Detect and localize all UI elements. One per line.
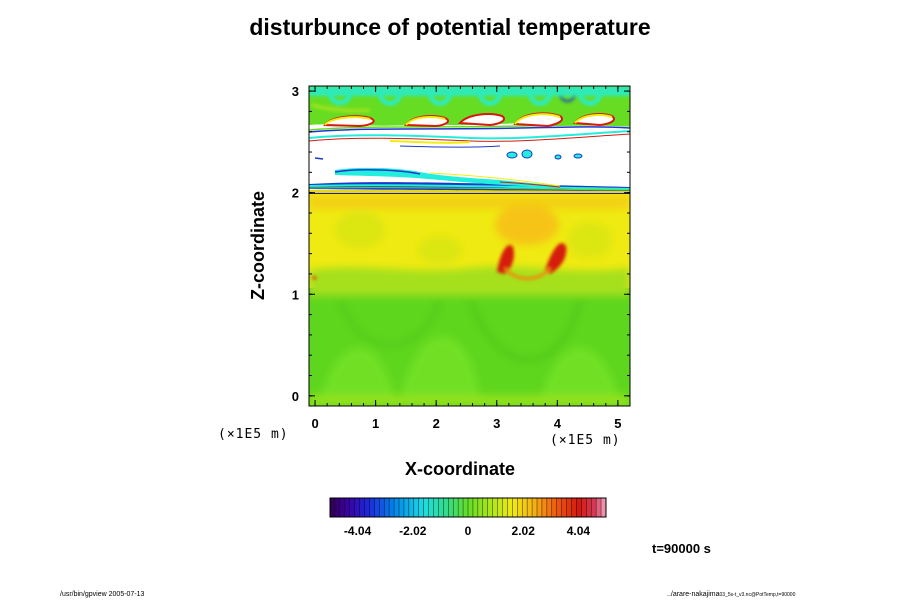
colorbar-cell (487, 498, 493, 517)
colorbar-cell (556, 498, 562, 517)
colorbar-cell (576, 498, 582, 517)
colorbar-tick-label: 0 (465, 524, 472, 538)
colorbar-cell (344, 498, 351, 517)
colorbar-tick-label: 4.04 (567, 524, 591, 538)
colorbar-cell (359, 498, 365, 517)
colorbar-cell (330, 498, 336, 517)
colorbar-cell (374, 498, 380, 517)
colorbar-cell (532, 498, 538, 517)
colorbar-cell (443, 498, 449, 517)
colorbar-frame (329, 497, 607, 518)
x-tick-label: 3 (493, 416, 500, 431)
colorbar-cell (502, 498, 508, 517)
colorbar-cell (384, 498, 390, 517)
colorbar-cell (477, 498, 484, 517)
footer-command: /usr/bin/gpview 2005-07-13 (60, 591, 145, 598)
colorbar-cell (537, 498, 543, 517)
colorbar-cell (596, 498, 602, 517)
heatmap-field (309, 86, 630, 406)
colorbar-cell (334, 498, 341, 517)
time-label: t=90000 s (652, 541, 711, 556)
colorbar-cell (522, 498, 528, 517)
colorbar-cell (601, 498, 607, 517)
colorbar-cell (413, 498, 420, 517)
chart-title: disturbunce of potential temperature (249, 14, 651, 40)
x-tick-label: 0 (311, 416, 318, 431)
colorbar-cell (571, 498, 577, 517)
x-tick-label: 4 (554, 416, 562, 431)
colorbar-cell (591, 498, 597, 517)
colorbar-cell (551, 498, 558, 517)
colorbar-cell (586, 498, 592, 517)
x-tick-label: 5 (614, 416, 621, 431)
colorbar: -4.04 -2.02 0 2.02 4.04 (329, 497, 607, 538)
colorbar-cell (581, 498, 587, 517)
colorbar-cell (354, 498, 360, 517)
colorbar-cell (418, 498, 424, 517)
layer-top-bubbles (323, 112, 616, 128)
x-tick-label: 1 (372, 416, 379, 431)
y-tick-label: 2 (292, 186, 299, 201)
colorbar-cell (364, 498, 370, 517)
colorbar-tick-label: -2.02 (399, 524, 427, 538)
y-axis-label: Z-coordinate (248, 190, 268, 300)
y-tick-label: 0 (292, 389, 299, 404)
colorbar-cell (482, 498, 489, 517)
colorbar-cell (561, 498, 567, 517)
plot-frame (308, 85, 631, 407)
colorbar-cell (541, 498, 548, 517)
colorbar-cell (468, 498, 474, 517)
x-axis-unit: (×1E5 m) (550, 433, 621, 448)
colorbar-cell (403, 498, 410, 517)
footer-file-detail: 03_5s-t_v3.nc@PotTemp,t=90000 (719, 592, 796, 598)
colorbar-cell (472, 498, 479, 517)
footer-file-main: ../arare-nakajima (667, 591, 720, 598)
x-axis: 0 1 2 3 4 5 (311, 86, 622, 431)
colorbar-cell (339, 498, 346, 517)
colorbar-cell (379, 498, 385, 517)
colorbar-cell (512, 498, 518, 517)
colorbar-cell (428, 498, 434, 517)
colorbar-cell (433, 498, 439, 517)
y-tick-label: 3 (292, 84, 299, 99)
colorbar-tick-label: -4.04 (344, 524, 372, 538)
colorbar-cell (458, 498, 464, 517)
colorbar-tick-label: 2.02 (512, 524, 536, 538)
colorbar-cell (394, 498, 400, 517)
x-tick-label: 2 (433, 416, 440, 431)
y-axis: 0 1 2 3 (292, 84, 630, 404)
colorbar-cell (399, 498, 405, 517)
colorbar-cell (448, 498, 454, 517)
colorbar-cell (507, 498, 513, 517)
colorbar-cell (453, 498, 459, 517)
colorbar-cell (389, 498, 395, 517)
y-tick-label: 1 (292, 287, 299, 302)
colorbar-cell (463, 498, 469, 517)
colorbar-cell (566, 498, 572, 517)
colorbar-cell (527, 498, 533, 517)
y-axis-unit: (×1E5 m) (218, 427, 289, 442)
colorbar-cell (408, 498, 415, 517)
colorbar-cell (546, 498, 553, 517)
colorbar-cell (423, 498, 429, 517)
footer-file: ../arare-nakajima03_5s-t_v3.nc@PotTemp,t… (667, 591, 795, 598)
colorbar-cell (438, 498, 444, 517)
colorbar-cell (517, 498, 523, 517)
colorbar-cell (369, 498, 375, 517)
colorbar-cell (497, 498, 503, 517)
x-axis-label: X-coordinate (405, 459, 516, 479)
colorbar-cell (492, 498, 498, 517)
colorbar-cell (349, 498, 355, 517)
